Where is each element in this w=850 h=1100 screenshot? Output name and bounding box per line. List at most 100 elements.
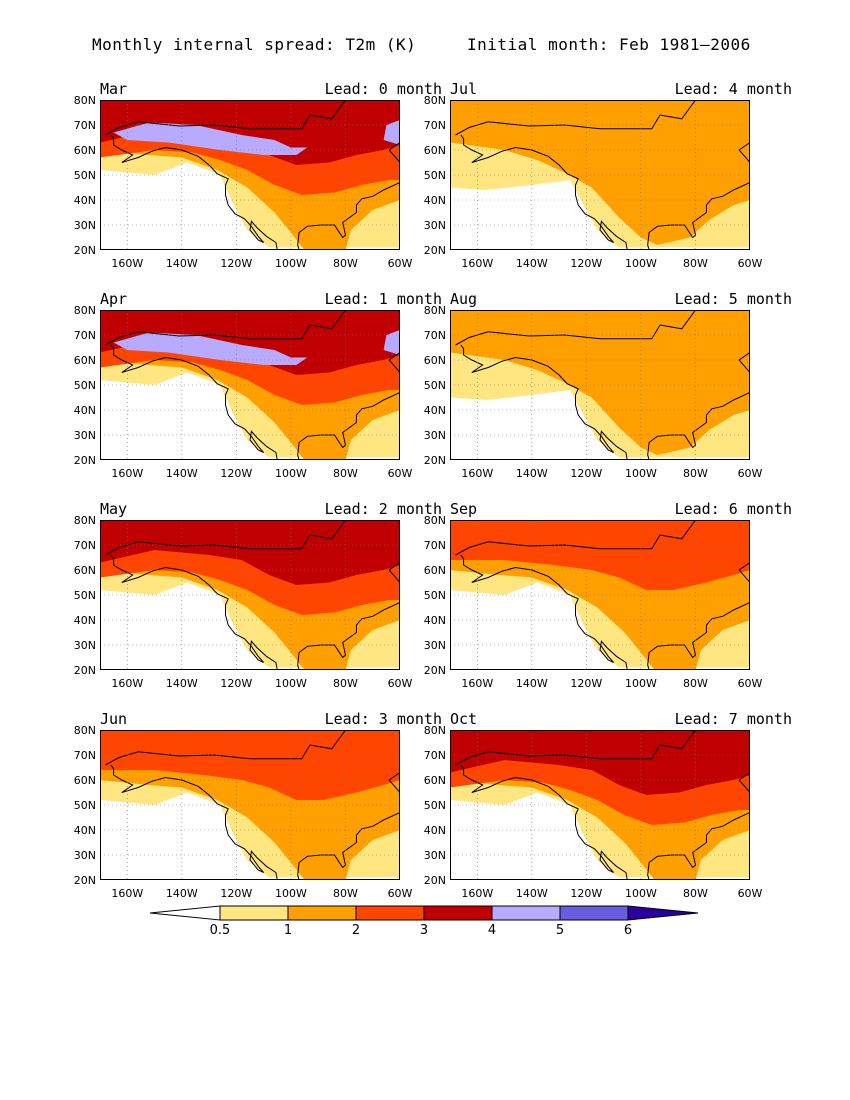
lon-tick-label: 120W (220, 677, 253, 690)
map-panel-may: May Lead: 2 month 80N 70N 60N 50N 40N 30N 20N 160… (74, 500, 450, 690)
lon-tick-label: 140W (515, 257, 548, 270)
figure-title-right: Initial month: Feb 1981–2006 (467, 35, 751, 54)
lat-tick-label: 30N (423, 219, 446, 232)
lat-tick-label: 40N (73, 824, 96, 837)
lon-tick-label: 60W (737, 677, 763, 690)
colorbar: 0.5 1 2 3 4 5 6 (149, 903, 700, 943)
colorbar-tick-label: 0.5 (209, 923, 231, 938)
lat-tick-label: 20N (73, 664, 96, 677)
lat-tick-label: 80N (73, 514, 96, 527)
lon-tick-label: 60W (387, 467, 413, 480)
lat-tick-label: 80N (423, 304, 446, 317)
lat-tick-label: 60N (423, 774, 446, 787)
map-canvas (100, 520, 400, 670)
lon-tick-label: 160W (461, 257, 494, 270)
lon-tick-label: 140W (515, 887, 548, 900)
lon-tick-label: 120W (220, 467, 253, 480)
lon-tick-label: 80W (333, 467, 358, 480)
map-panel-apr: Apr Lead: 1 month 80N 70N 60N 50N 40N 30N 20N 160… (74, 290, 450, 480)
map-plot-area: 80N 70N 60N 50N 40N 30N 20N 160W 140W 120W 100W 80W… (74, 725, 413, 900)
lon-tick-label: 120W (220, 887, 253, 900)
lat-tick-label: 70N (423, 119, 446, 132)
lon-tick-label: 60W (387, 677, 413, 690)
lon-tick-label: 100W (624, 677, 657, 690)
lat-tick-label: 30N (423, 639, 446, 652)
lat-tick-label: 50N (73, 169, 96, 182)
lon-tick-label: 100W (274, 677, 307, 690)
lon-tick-label: 160W (111, 467, 144, 480)
panel-month-label: Mar (100, 80, 128, 98)
map-frame (450, 100, 750, 250)
panel-month-label: Jun (100, 710, 128, 728)
spread-contour-level-4 (100, 100, 400, 165)
lat-tick-label: 50N (73, 799, 96, 812)
colorbar-low-arrow (149, 905, 221, 921)
panel-month-label: Aug (450, 290, 478, 308)
coastline (455, 100, 750, 250)
lat-tick-label: 70N (73, 749, 96, 762)
map-canvas (450, 310, 750, 460)
colorbar-segment (355, 905, 425, 921)
colorbar-segment (491, 905, 561, 921)
lat-tick-label: 70N (423, 749, 446, 762)
lon-tick-label: 160W (461, 677, 494, 690)
lat-tick-label: 40N (73, 194, 96, 207)
lon-tick-label: 140W (165, 467, 198, 480)
lon-tick-label: 120W (570, 257, 603, 270)
lat-tick-label: 40N (73, 404, 96, 417)
lon-tick-label: 80W (333, 257, 358, 270)
lon-tick-label: 100W (274, 887, 307, 900)
map-panel-jul: Jul Lead: 4 month 80N 70N 60N 50N 40N 30N 20N 160… (424, 80, 800, 270)
lon-tick-label: 160W (461, 887, 494, 900)
lat-tick-label: 60N (73, 774, 96, 787)
panel-lead-label: Lead: 1 month (324, 290, 442, 308)
lat-tick-label: 30N (73, 849, 96, 862)
map-plot-area: 80N 70N 60N 50N 40N 30N 20N 160W 140W 120W 100W 80W… (424, 725, 763, 900)
lon-tick-label: 100W (624, 257, 657, 270)
lat-tick-label: 30N (73, 639, 96, 652)
colorbar-tick-label: 2 (351, 923, 361, 938)
lon-tick-label: 100W (274, 467, 307, 480)
lon-tick-label: 140W (515, 677, 548, 690)
spread-contour-level-2 (450, 310, 750, 455)
spread-contour-level-4 (100, 520, 400, 585)
lat-tick-label: 80N (73, 724, 96, 737)
map-canvas (450, 100, 750, 250)
map-frame (100, 520, 400, 670)
panel-month-label: Sep (450, 500, 478, 518)
lat-tick-label: 20N (423, 454, 446, 467)
colorbar-tick-label: 5 (555, 923, 565, 938)
lon-tick-label: 60W (737, 887, 763, 900)
panel-month-label: Apr (100, 290, 128, 308)
colorbar-tick-label: 6 (623, 923, 633, 938)
lon-tick-label: 80W (683, 677, 708, 690)
lat-tick-label: 50N (423, 799, 446, 812)
colorbar-segment (423, 905, 493, 921)
lon-tick-label: 80W (333, 887, 358, 900)
panel-month-label: Jul (450, 80, 478, 98)
lat-tick-label: 30N (73, 219, 96, 232)
spread-contour-level-5 (113, 122, 308, 155)
map-panel-aug: Aug Lead: 5 month 80N 70N 60N 50N 40N 30N 20N 160… (424, 290, 800, 480)
lon-tick-label: 60W (387, 887, 413, 900)
map-canvas (450, 730, 750, 880)
lat-tick-label: 70N (73, 539, 96, 552)
colorbar-tick-label: 3 (419, 923, 429, 938)
panel-month-label: Oct (450, 710, 478, 728)
map-canvas (100, 730, 400, 880)
map-frame (100, 100, 400, 250)
coastline (105, 310, 400, 460)
lon-tick-label: 160W (111, 257, 144, 270)
colorbar-segment (287, 905, 357, 921)
lat-tick-label: 80N (73, 304, 96, 317)
lon-tick-label: 100W (624, 887, 657, 900)
lat-tick-label: 40N (73, 614, 96, 627)
lat-tick-label: 80N (423, 94, 446, 107)
lat-tick-label: 20N (73, 454, 96, 467)
lon-tick-label: 80W (683, 467, 708, 480)
lon-tick-label: 160W (111, 677, 144, 690)
panel-lead-label: Lead: 7 month (674, 710, 792, 728)
lat-tick-label: 50N (73, 379, 96, 392)
panel-lead-label: Lead: 0 month (324, 80, 442, 98)
lat-tick-label: 30N (423, 849, 446, 862)
